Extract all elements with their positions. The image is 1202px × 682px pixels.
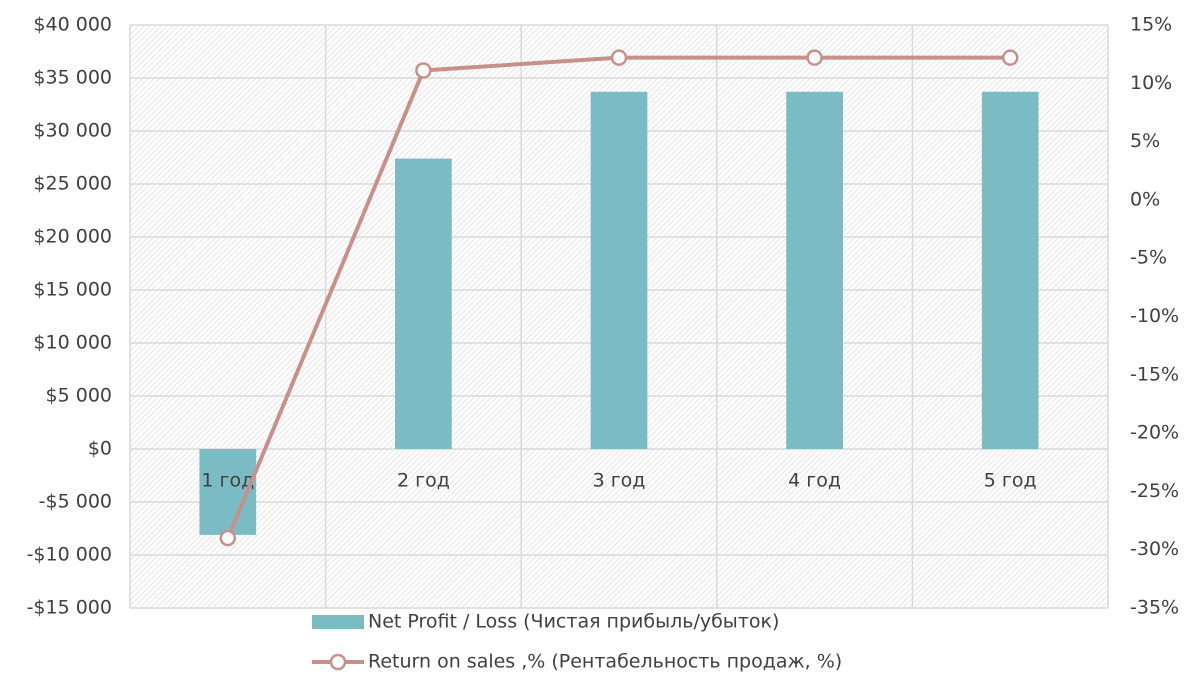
x-tick-label: 5 год	[984, 470, 1037, 492]
legend-swatch-marker	[329, 653, 347, 671]
y-tick-label: -$10 000	[27, 544, 112, 566]
y-tick-label: $35 000	[33, 67, 112, 89]
y2-tick-label: 15%	[1130, 14, 1172, 36]
bar	[981, 91, 1039, 449]
y2-tick-label: -35%	[1130, 597, 1179, 619]
y-tick-label: $10 000	[33, 332, 112, 354]
y-tick-label: $40 000	[33, 14, 112, 36]
y-tick-label: $30 000	[33, 120, 112, 142]
y-tick-label: $0	[88, 438, 112, 460]
y-tick-label: $25 000	[33, 173, 112, 195]
line-marker	[219, 529, 237, 547]
line-marker	[1001, 49, 1019, 66]
x-tick-label: 1 год	[201, 470, 254, 492]
bar	[786, 91, 843, 449]
y2-tick-label: -15%	[1130, 363, 1179, 385]
y-tick-label: $15 000	[33, 279, 112, 301]
y-tick-label: -$15 000	[27, 597, 112, 619]
y-tick-label: $20 000	[33, 226, 112, 248]
y2-tick-label: 0%	[1130, 188, 1160, 210]
y2-tick-label: 5%	[1130, 130, 1160, 152]
x-tick-label: 4 год	[788, 470, 841, 492]
y2-tick-label: -10%	[1130, 305, 1179, 327]
legend-label: Return on sales ,% (Рентабельность прода…	[368, 651, 842, 673]
y-tick-label: -$5 000	[39, 491, 112, 513]
y2-tick-label: -25%	[1130, 480, 1179, 502]
legend-label: Net Profit / Loss (Чистая прибыль/убыток…	[368, 611, 779, 633]
y-tick-label: $5 000	[46, 385, 112, 407]
y2-tick-label: -20%	[1130, 422, 1179, 444]
legend-swatch	[312, 615, 364, 629]
x-tick-label: 3 год	[593, 470, 646, 492]
bar	[590, 91, 648, 449]
bar	[395, 158, 452, 449]
line-marker	[806, 49, 823, 66]
x-tick-label: 2 год	[397, 470, 450, 492]
y2-tick-label: -30%	[1130, 538, 1179, 560]
y2-tick-label: -5%	[1130, 247, 1167, 269]
y2-tick-label: 10%	[1130, 72, 1172, 94]
line-marker	[610, 49, 628, 66]
line-marker	[415, 62, 432, 79]
